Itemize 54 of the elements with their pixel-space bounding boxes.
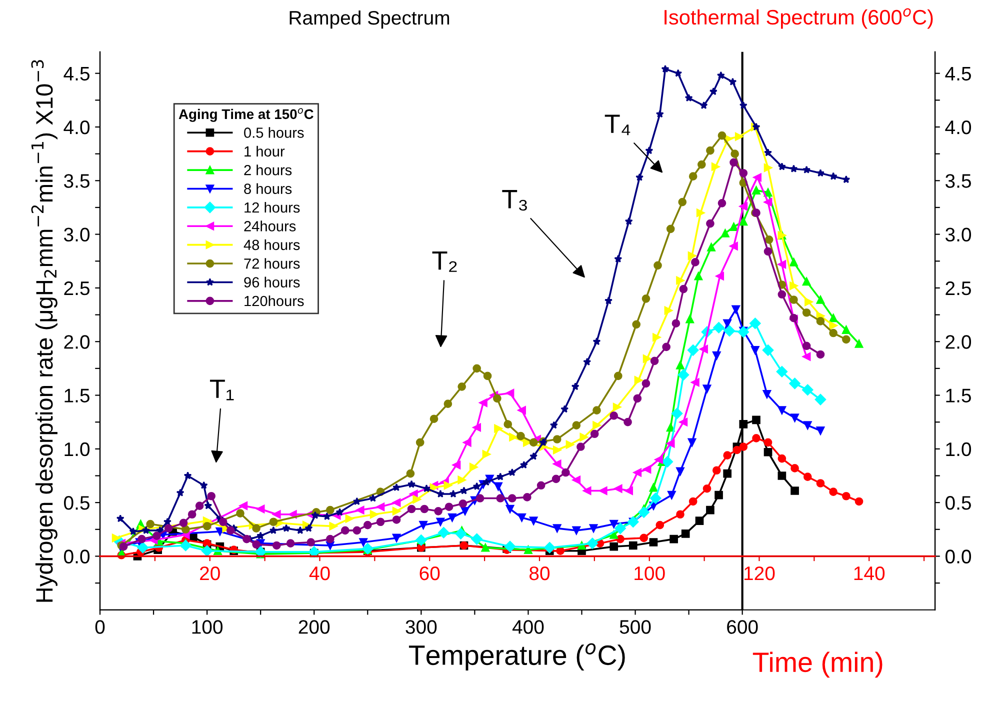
annotation: T₄ xyxy=(604,114,630,136)
x2-tick-label: 40 xyxy=(309,566,330,580)
y2-tick-label: 3.5 xyxy=(945,174,971,188)
x2-tick-label: 100 xyxy=(634,566,665,580)
legend-label: 1 hour xyxy=(244,146,285,157)
y2-tick-label: 4.0 xyxy=(945,120,972,134)
legend-label: 12 hours xyxy=(244,202,300,213)
y2-tick-label: 1.0 xyxy=(946,442,972,456)
chart-title: Ramped Spectrum xyxy=(290,10,450,29)
x-tick-label: 500 xyxy=(620,620,651,634)
y2-tick-label: 3.0 xyxy=(945,228,972,242)
y-axis-title: Hydrogen desorption rate (μgH$_{2}$mm$^{−2}$min$^{−1}$) X10$^{−3}$ xyxy=(31,60,58,602)
y-tick-label: 1.5 xyxy=(64,388,90,402)
annotation: T₁ xyxy=(210,380,234,400)
x-tick-label: 600 xyxy=(727,620,758,634)
legend-label: 24hours xyxy=(244,220,296,232)
x2-tick-label: 140 xyxy=(854,566,885,580)
y-tick-label: 2.5 xyxy=(64,281,90,296)
x2-tick-label: 20 xyxy=(200,566,220,580)
x-axis-title: Temperature ($^{o}$C) xyxy=(408,643,625,671)
y-tick-label: 0.5 xyxy=(64,496,90,510)
legend-label: 48 hours xyxy=(244,239,300,250)
legend-label: 120hours xyxy=(244,295,304,306)
x-tick-label: 300 xyxy=(406,620,437,634)
x2-tick-label: 80 xyxy=(530,566,550,580)
x-tick-label: 200 xyxy=(298,620,330,634)
x2-axis-title: Time (min) xyxy=(752,652,882,678)
legend-label: 96 hours xyxy=(244,276,300,288)
y-tick-label: 0.0 xyxy=(64,550,90,564)
y-tick-label: 3.0 xyxy=(64,228,90,242)
y2-tick-label: 4.5 xyxy=(945,67,971,81)
legend-label: 72 hours xyxy=(244,258,300,269)
legend-label: 0.5 hours xyxy=(244,127,304,138)
x-tick-label: 100 xyxy=(192,620,223,634)
legend-label: 8 hours xyxy=(244,183,292,194)
y2-tick-label: 2.5 xyxy=(946,281,971,296)
y2-tick-label: 0.0 xyxy=(946,550,972,564)
annotation: T₂ xyxy=(432,251,457,272)
y-tick-label: 1.0 xyxy=(64,442,90,456)
x2-tick-label: 120 xyxy=(744,566,775,580)
x-tick-label: 400 xyxy=(512,620,544,634)
annotation: T₃ xyxy=(502,190,527,211)
y-tick-label: 4.5 xyxy=(64,67,90,81)
y-tick-label: 3.5 xyxy=(64,174,90,188)
legend-label: 2 hours xyxy=(244,164,292,176)
y2-tick-label: 1.5 xyxy=(946,388,971,402)
y-tick-label: 4.0 xyxy=(64,120,90,134)
y2-tick-label: 2.0 xyxy=(946,335,972,349)
x2-tick-label: 60 xyxy=(420,566,440,580)
legend-title: Aging Time at 150$^{o}$C xyxy=(178,108,314,122)
y-tick-label: 2.0 xyxy=(64,335,90,349)
chart-subtitle: Isothermal Spectrum (600$^{o}$C) xyxy=(664,8,933,29)
y2-tick-label: 0.5 xyxy=(946,496,971,510)
x-tick-label: 0 xyxy=(95,620,105,634)
